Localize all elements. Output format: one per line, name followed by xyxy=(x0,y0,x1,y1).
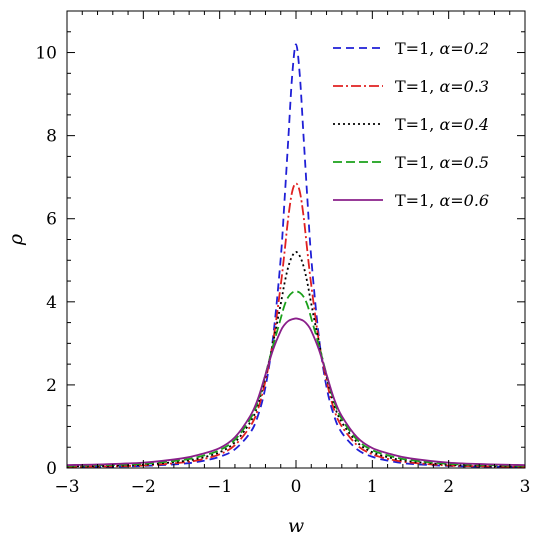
legend-label-prefix: T=1, xyxy=(395,39,439,58)
plot-frame xyxy=(66,10,526,469)
legend-label-alpha: α=0.2 xyxy=(439,39,489,58)
x-tick-label: −1 xyxy=(207,477,232,497)
series-line-5 xyxy=(66,317,526,466)
y-tick-label: 8 xyxy=(46,127,57,147)
series-line-3 xyxy=(66,251,526,468)
legend-label-1: T=1, α=0.2 xyxy=(395,39,489,58)
x-tick-label: 0 xyxy=(291,477,302,497)
legend-label-alpha: α=0.3 xyxy=(439,77,489,96)
legend-label-prefix: T=1, xyxy=(395,77,439,96)
plot-lines xyxy=(66,43,526,469)
legend: T=1, α=0.2T=1, α=0.3T=1, α=0.4T=1, α=0.5… xyxy=(333,39,489,210)
legend-label-alpha: α=0.5 xyxy=(439,153,489,172)
series-line-2 xyxy=(66,182,526,468)
y-tick-label: 2 xyxy=(46,376,57,396)
tick-labels: −3 −2 −1 0 1 2 3 0 2 4 6 8 10 xyxy=(35,44,530,497)
y-axis-title: ρ xyxy=(5,233,27,246)
legend-label-4: T=1, α=0.5 xyxy=(395,153,489,172)
legend-label-prefix: T=1, xyxy=(395,153,439,172)
legend-label-prefix: T=1, xyxy=(395,115,439,134)
legend-label-3: T=1, α=0.4 xyxy=(395,115,489,134)
x-axis-title: w xyxy=(288,515,304,537)
legend-label-alpha: α=0.4 xyxy=(439,115,489,134)
y-tick-label: 6 xyxy=(46,210,57,230)
y-tick-label: 4 xyxy=(46,293,57,313)
x-tick-label: 3 xyxy=(520,477,531,497)
x-tick-label: −2 xyxy=(131,477,156,497)
legend-label-alpha: α=0.6 xyxy=(439,191,489,210)
legend-label-2: T=1, α=0.3 xyxy=(395,77,489,96)
x-tick-label: 1 xyxy=(367,477,378,497)
legend-label-5: T=1, α=0.6 xyxy=(395,191,489,210)
x-tick-label: −3 xyxy=(54,477,79,497)
y-tick-label: 0 xyxy=(46,459,57,479)
legend-label-prefix: T=1, xyxy=(395,191,439,210)
x-tick-label: 2 xyxy=(443,477,454,497)
y-tick-label: 10 xyxy=(35,44,57,64)
series-line-1 xyxy=(66,43,526,469)
